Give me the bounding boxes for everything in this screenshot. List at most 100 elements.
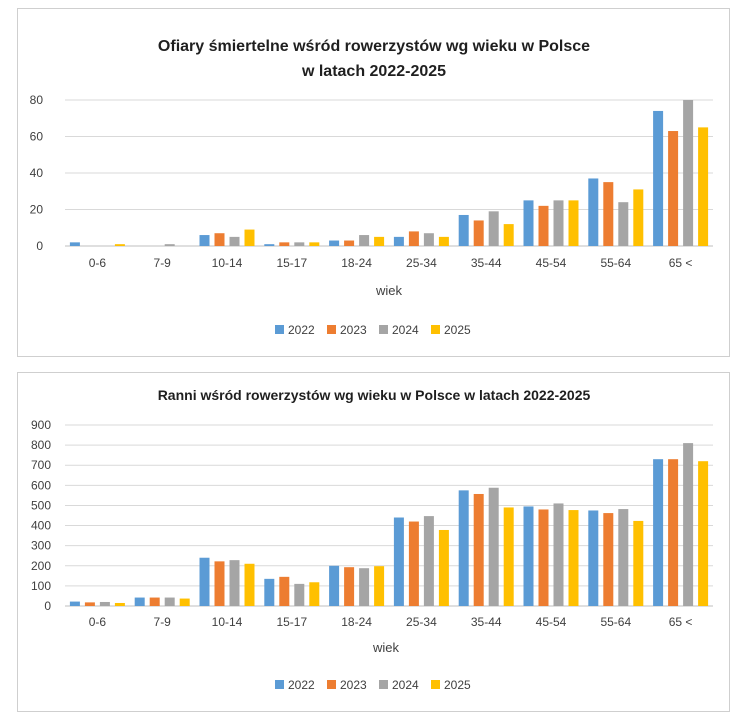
- legend-label-2022: 2022: [288, 678, 315, 692]
- y-tick-label: 400: [31, 519, 51, 533]
- bar-2025: [374, 236, 385, 246]
- bar-2023: [668, 131, 679, 246]
- bar-2024: [618, 202, 629, 246]
- legend-label-2023: 2023: [340, 678, 367, 692]
- x-tick-label: 45-54: [536, 615, 567, 629]
- y-tick-label: 500: [31, 498, 51, 512]
- legend-label-2024: 2024: [392, 678, 419, 692]
- bar-2023: [344, 567, 355, 606]
- bar-2023: [603, 513, 614, 606]
- legend-swatch-2022: [275, 680, 284, 689]
- legend-swatch-2024: [379, 325, 388, 334]
- legend-swatch-2022: [275, 325, 284, 334]
- bar-2023: [149, 597, 160, 606]
- x-tick-label: 10-14: [212, 615, 243, 629]
- bar-2024: [229, 236, 240, 246]
- injuries-chart-panel: Ranni wśród rowerzystów wg wieku w Polsc…: [17, 372, 730, 712]
- bar-2025: [374, 566, 385, 606]
- x-tick-label: 15-17: [276, 615, 307, 629]
- bar-2024: [359, 568, 370, 606]
- legend-swatch-2023: [327, 325, 336, 334]
- y-tick-label: 300: [31, 539, 51, 553]
- bar-2023: [473, 220, 484, 246]
- bar-2025: [633, 189, 644, 246]
- y-tick-label: 900: [31, 418, 51, 432]
- bar-2025: [244, 229, 255, 246]
- bar-2024: [359, 235, 370, 246]
- bar-2024: [99, 601, 110, 606]
- injuries-chart: Ranni wśród rowerzystów wg wieku w Polsc…: [31, 387, 713, 692]
- bar-2022: [653, 459, 664, 606]
- bar-2022: [329, 240, 340, 246]
- bar-2022: [199, 557, 210, 606]
- bar-2025: [503, 507, 514, 606]
- bar-2022: [523, 200, 534, 246]
- x-tick-label: 45-54: [536, 256, 567, 270]
- y-tick-label: 0: [44, 599, 51, 613]
- bar-2024: [294, 583, 305, 606]
- bar-2022: [393, 236, 404, 246]
- bar-2025: [503, 224, 514, 246]
- legend-swatch-2024: [379, 680, 388, 689]
- bar-2022: [588, 510, 599, 606]
- bar-2025: [114, 244, 125, 246]
- bar-2025: [698, 461, 709, 606]
- bar-2023: [344, 240, 355, 246]
- legend-swatch-2025: [431, 680, 440, 689]
- bar-2024: [683, 100, 694, 246]
- x-tick-label: 15-17: [276, 256, 307, 270]
- legend-swatch-2023: [327, 680, 336, 689]
- bar-2025: [568, 200, 579, 246]
- x-axis-label: wiek: [372, 640, 400, 655]
- bar-2022: [458, 214, 469, 246]
- bar-2022: [393, 517, 404, 606]
- x-tick-label: 35-44: [471, 256, 502, 270]
- legend-label-2025: 2025: [444, 678, 471, 692]
- x-tick-label: 25-34: [406, 615, 437, 629]
- bar-2025: [309, 582, 320, 606]
- bar-2024: [618, 509, 629, 606]
- bar-2022: [329, 565, 340, 606]
- x-tick-label: 7-9: [154, 256, 172, 270]
- chart-title: Ofiary śmiertelne wśród rowerzystów wg w…: [158, 38, 590, 55]
- fatalities-chart-panel: Ofiary śmiertelne wśród rowerzystów wg w…: [17, 8, 730, 357]
- x-tick-label: 10-14: [212, 256, 243, 270]
- bar-2025: [633, 520, 644, 606]
- bar-2022: [199, 235, 210, 246]
- bar-2022: [69, 601, 80, 606]
- y-tick-label: 200: [31, 559, 51, 573]
- y-tick-label: 800: [31, 438, 51, 452]
- bar-2023: [84, 602, 95, 606]
- bar-2024: [423, 233, 434, 246]
- x-tick-label: 7-9: [154, 615, 172, 629]
- y-tick-label: 0: [36, 239, 43, 253]
- bar-2023: [408, 231, 419, 246]
- bar-2024: [683, 443, 694, 606]
- bar-2022: [458, 490, 469, 606]
- y-tick-label: 20: [30, 203, 44, 217]
- bar-2024: [488, 487, 499, 606]
- y-tick-label: 600: [31, 478, 51, 492]
- x-tick-label: 0-6: [89, 256, 107, 270]
- bar-2022: [69, 242, 80, 246]
- bar-2023: [408, 521, 419, 606]
- x-tick-label: 65 <: [669, 256, 693, 270]
- x-tick-label: 65 <: [669, 615, 693, 629]
- x-tick-label: 55-64: [600, 256, 631, 270]
- bar-2024: [164, 244, 175, 246]
- bar-2022: [588, 178, 599, 246]
- y-tick-label: 100: [31, 579, 51, 593]
- bar-2025: [568, 510, 579, 606]
- bar-2023: [668, 459, 679, 606]
- x-tick-label: 55-64: [600, 615, 631, 629]
- bar-2023: [603, 182, 614, 246]
- bar-2024: [423, 516, 434, 606]
- bar-2024: [553, 503, 564, 606]
- bar-2022: [523, 506, 534, 606]
- x-tick-label: 0-6: [89, 615, 107, 629]
- legend-label-2023: 2023: [340, 323, 367, 337]
- bar-2025: [309, 242, 320, 246]
- x-tick-label: 35-44: [471, 615, 502, 629]
- bar-2023: [538, 205, 549, 246]
- bar-2023: [279, 576, 290, 606]
